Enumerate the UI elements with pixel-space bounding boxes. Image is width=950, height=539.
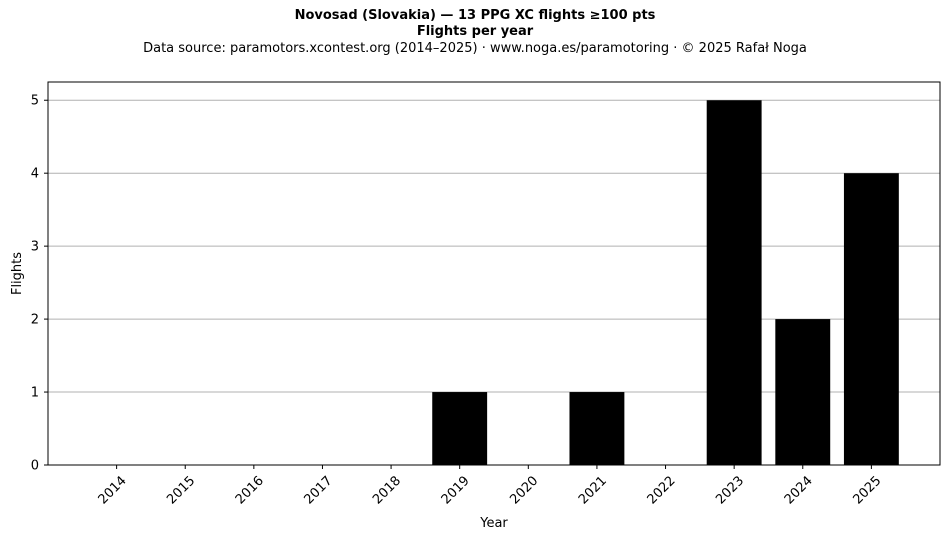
bar-2021 (569, 392, 625, 465)
plot-frame (47, 81, 941, 466)
y-tick-label: 0 (31, 459, 39, 474)
chart-subtitle: Flights per year (416, 24, 534, 39)
x-tick-label: 2017 (302, 473, 336, 507)
x-tick-label: 2019 (439, 473, 473, 507)
y-tick-label: 1 (31, 386, 39, 401)
bar-2023 (706, 100, 762, 465)
data-source-note: Data source: paramotors.xcontest.org (20… (143, 41, 807, 56)
y-tick-label: 4 (31, 167, 39, 182)
y-axis-label: Flights (10, 252, 25, 295)
bar-2024 (775, 319, 831, 465)
x-tick-label: 2021 (576, 473, 610, 507)
x-tick-label: 2025 (850, 473, 884, 507)
x-tick-label: 2014 (96, 473, 130, 507)
x-tick-label: 2020 (507, 473, 541, 507)
bar-2019 (432, 392, 488, 465)
x-tick-label: 2018 (370, 473, 404, 507)
x-tick-label: 2016 (233, 473, 267, 507)
x-tick-label: 2015 (164, 473, 198, 507)
x-axis-label: Year (479, 516, 508, 531)
chart-title-block: Novosad (Slovakia) — 13 PPG XC flights ≥… (0, 8, 950, 57)
y-tick-label: 5 (31, 94, 39, 109)
x-tick-label: 2023 (713, 473, 747, 507)
x-tick-label: 2024 (782, 473, 816, 507)
chart-title: Novosad (Slovakia) — 13 PPG XC flights ≥… (294, 8, 656, 23)
y-tick-label: 3 (31, 240, 39, 255)
x-axis-ticks: 2014 2015 2016 2017 2018 2019 2020 2021 2022 2023… (96, 465, 884, 507)
y-tick-label: 2 (31, 313, 39, 328)
y-axis-ticks: 0 1 2 3 4 5 (31, 94, 48, 474)
bar-2025 (843, 173, 899, 465)
x-tick-label: 2022 (645, 473, 679, 507)
bars (432, 100, 899, 465)
